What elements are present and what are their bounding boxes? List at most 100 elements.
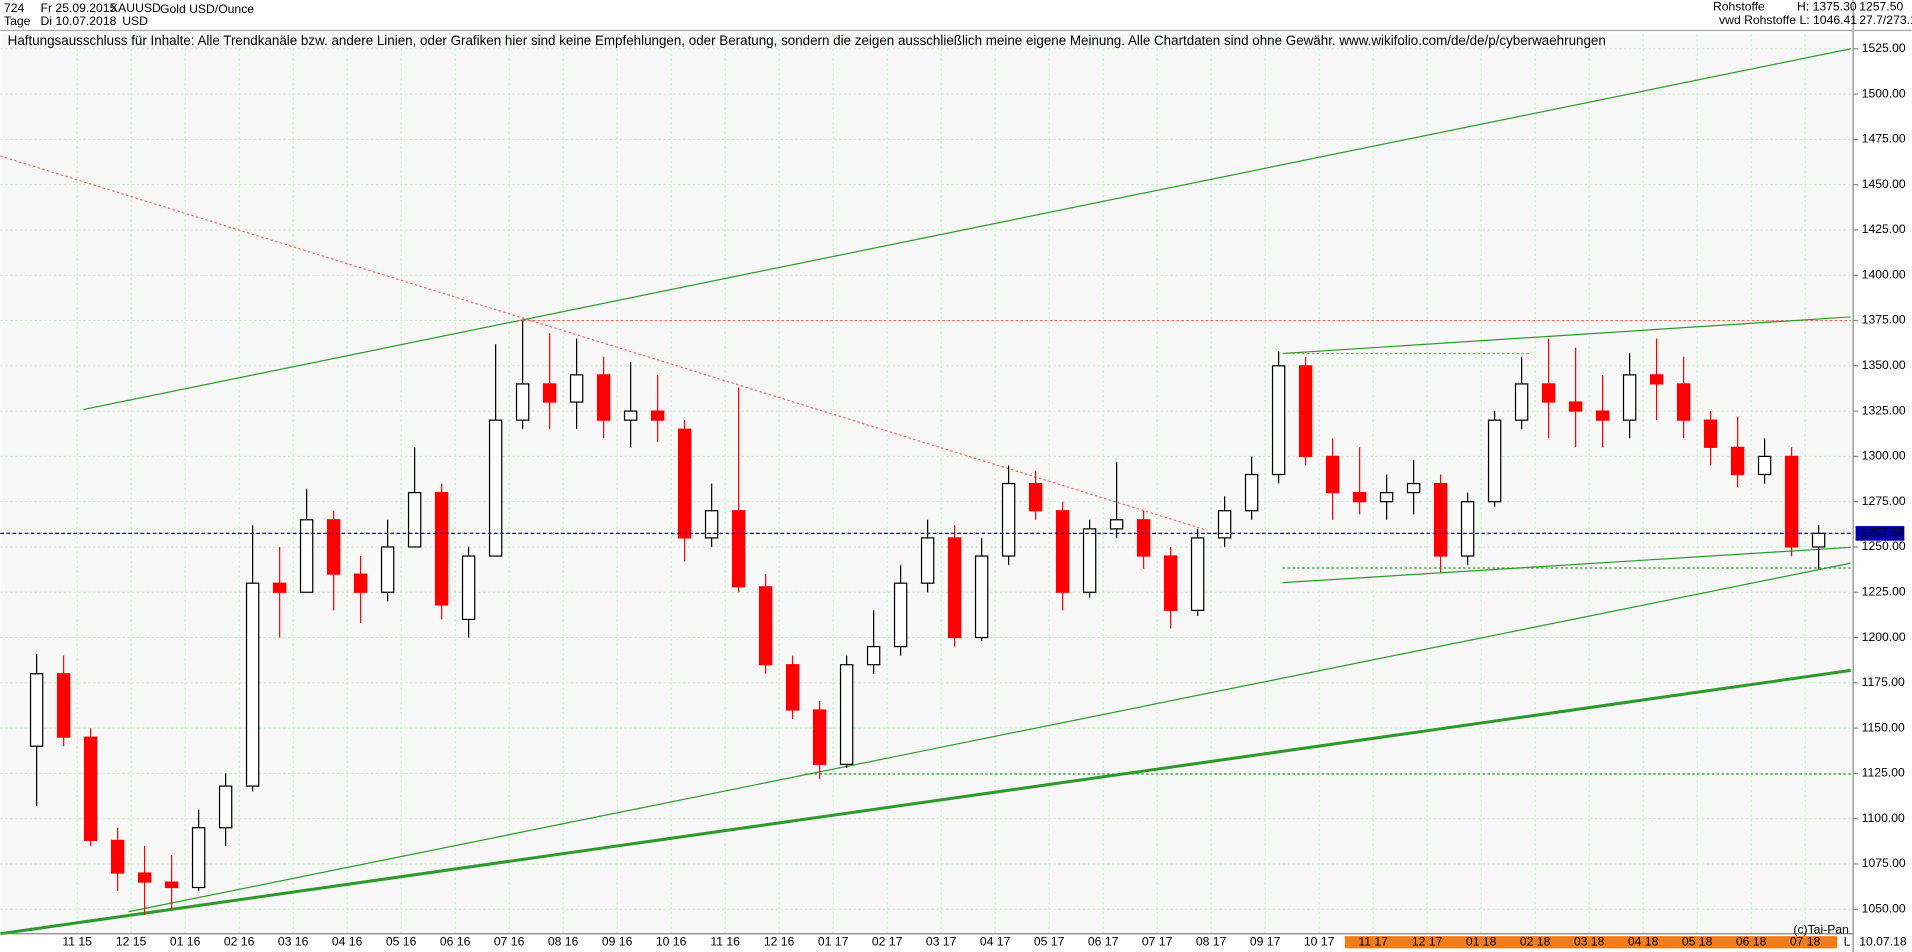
y-tick-label: 1075.00 <box>1862 856 1906 870</box>
x-tick-label: 09 17 <box>1250 934 1281 948</box>
candle-body <box>1784 455 1799 548</box>
x-tick-label: 06 18 <box>1736 934 1767 948</box>
x-tick-label: 01 17 <box>818 934 849 948</box>
candle-body <box>272 582 287 593</box>
y-tick-label: 1375.00 <box>1862 313 1906 327</box>
candle-body <box>1703 419 1718 448</box>
x-tick-label: 03 18 <box>1574 934 1605 948</box>
candle-body <box>866 645 881 666</box>
x-tick-label: 02 16 <box>224 934 255 948</box>
candle-body <box>839 664 854 765</box>
grid <box>0 34 1854 934</box>
x-tick-label: 11 15 <box>62 934 92 948</box>
candle-body <box>1433 482 1448 557</box>
candle-body <box>758 586 773 666</box>
candle-body <box>29 673 44 747</box>
candle-body <box>1163 555 1178 611</box>
candle-body <box>1541 383 1556 403</box>
candle-body <box>1487 419 1502 503</box>
candle-body <box>1595 410 1610 421</box>
y-tick-label: 1350.00 <box>1862 358 1906 372</box>
x-tick-label: 08 17 <box>1196 934 1227 948</box>
candle-body <box>1757 455 1772 476</box>
candle-body <box>434 492 449 606</box>
trend-line <box>1282 546 1851 584</box>
x-tick-label: 10 17 <box>1304 934 1335 948</box>
candle-body <box>191 827 206 889</box>
period-unit: Tage <box>4 14 31 28</box>
candle-body <box>1244 473 1259 512</box>
currency: USD <box>122 14 148 28</box>
x-tick-label: 07 18 <box>1790 934 1821 948</box>
candle-body <box>650 410 665 421</box>
candle-body <box>1811 532 1826 548</box>
x-tick-label: 07 17 <box>1142 934 1173 948</box>
candle-body <box>488 419 503 557</box>
high: H: 1375.30 <box>1797 0 1857 14</box>
x-tick-label: 03 17 <box>926 934 957 948</box>
candle-body <box>974 555 989 639</box>
group: Rohstoffe <box>1713 0 1765 14</box>
candle-body <box>1622 374 1637 421</box>
candle-body <box>1676 383 1691 421</box>
x-tick-label: 12 17 <box>1412 934 1443 948</box>
candle-body <box>461 555 476 621</box>
x-tick-label: 12 16 <box>764 934 795 948</box>
last-price-box <box>1855 526 1905 541</box>
candle-body <box>1028 482 1043 512</box>
candle-body <box>137 872 152 883</box>
candle-body <box>731 510 746 588</box>
ratio: 27.7/273.1 <box>1859 13 1912 27</box>
x-tick-label: 02 18 <box>1520 934 1551 948</box>
candle-body <box>407 492 422 548</box>
trend-lines <box>0 48 1851 936</box>
y-tick-label: 1325.00 <box>1862 403 1906 417</box>
y-tick-label: 1250.00 <box>1862 539 1906 553</box>
candle-body <box>812 709 827 765</box>
x-tick-label: 11 16 <box>710 934 740 948</box>
trend-line <box>0 668 1851 936</box>
candle-body <box>326 519 341 575</box>
x-tick-label: 04 18 <box>1628 934 1659 948</box>
candle-body <box>1514 383 1529 421</box>
x-tick-label: 05 17 <box>1034 934 1065 948</box>
last-price-header: 1257.50 <box>1859 0 1903 14</box>
candle-body <box>1190 537 1205 611</box>
candle-body <box>893 582 908 648</box>
y-tick-label: 1400.00 <box>1862 267 1906 281</box>
trend-line <box>0 155 1208 531</box>
y-tick-label: 1050.00 <box>1862 901 1906 915</box>
x-tick-label: 10 16 <box>656 934 687 948</box>
x-tick-label: 04 17 <box>980 934 1011 948</box>
candle-body <box>569 374 584 403</box>
x-tick-label: 12 15 <box>116 934 147 948</box>
candle-body <box>1055 510 1070 593</box>
y-tick-label: 1475.00 <box>1862 132 1906 146</box>
candle-body <box>1730 446 1745 476</box>
y-tick-label: 1450.00 <box>1862 177 1906 191</box>
candle-body <box>677 428 692 539</box>
trend-line <box>128 562 1851 913</box>
candle-body <box>1379 492 1394 503</box>
y-tick-label: 1500.00 <box>1862 86 1906 100</box>
candle-body <box>542 383 557 403</box>
x-tick-label: 05 16 <box>386 934 417 948</box>
candle-body <box>1298 365 1313 457</box>
candle-body <box>1217 510 1232 539</box>
candle-body <box>1460 501 1475 557</box>
x-tick-label: 11 17 <box>1358 934 1388 948</box>
period: 724 <box>4 1 25 15</box>
disclaimer: Haftungsausschluss für Inhalte: Alle Tre… <box>8 33 1606 48</box>
start-date: Fr 25.09.2015 <box>41 1 117 15</box>
candle-body <box>623 410 638 421</box>
candle-body <box>353 573 368 593</box>
y-tick-label: 1175.00 <box>1862 675 1905 689</box>
y-tick-label: 1225.00 <box>1862 584 1906 598</box>
candle-body <box>920 537 935 584</box>
x-tick-label: 06 16 <box>440 934 471 948</box>
x-tick-label: 01 18 <box>1466 934 1497 948</box>
y-tick-label: 1125.00 <box>1862 766 1905 780</box>
candle-body <box>110 839 125 874</box>
x-tick-label: 08 16 <box>548 934 579 948</box>
candle-body <box>596 374 611 421</box>
